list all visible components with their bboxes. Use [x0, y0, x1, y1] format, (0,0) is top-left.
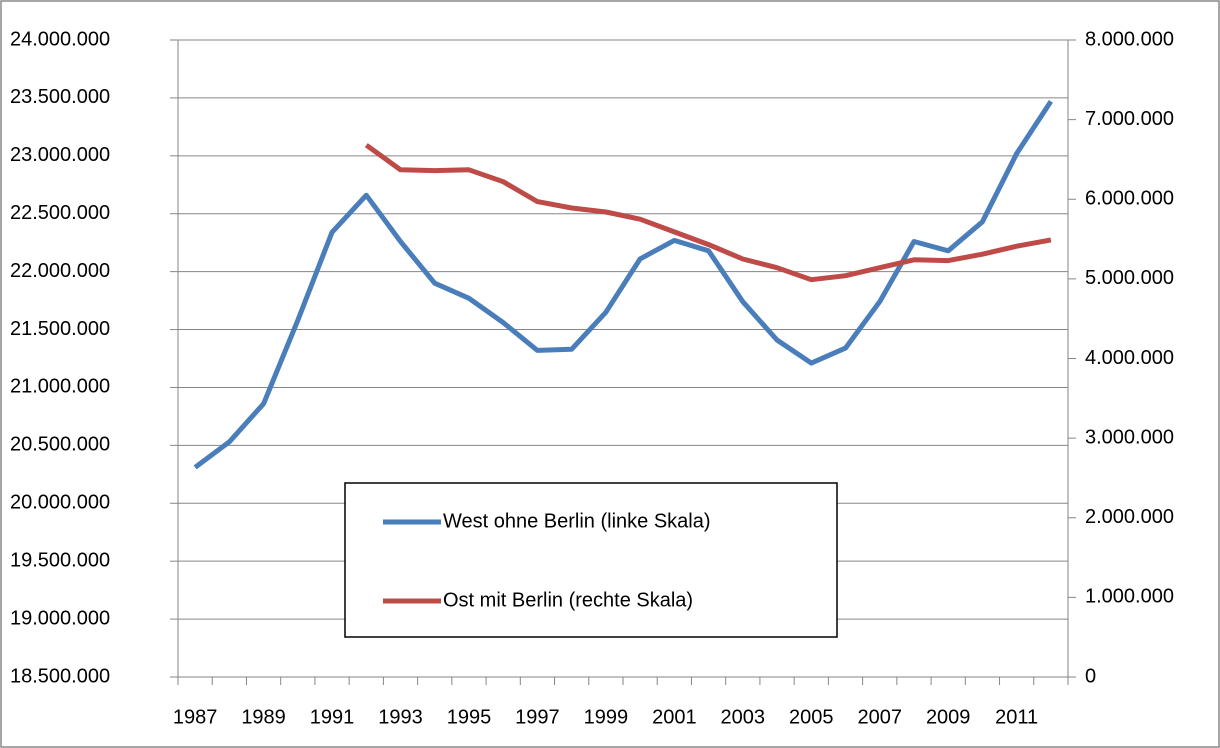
x-tick-label: 2007 [857, 706, 902, 728]
y2-tick-label: 8.000.000 [1085, 28, 1174, 50]
y-tick-label: 22.000.000 [10, 260, 110, 282]
y-tick-label: 19.500.000 [10, 549, 110, 571]
legend-label: Ost mit Berlin (rechte Skala) [443, 589, 693, 611]
x-tick-label: 1989 [241, 706, 286, 728]
y-tick-label: 23.500.000 [10, 86, 110, 108]
y-tick-label: 18.500.000 [10, 665, 110, 687]
x-tick-label: 1995 [447, 706, 492, 728]
y2-tick-label: 7.000.000 [1085, 108, 1174, 130]
x-tick-label: 1991 [310, 706, 355, 728]
y2-tick-label: 3.000.000 [1085, 426, 1174, 448]
x-tick-label: 1999 [584, 706, 629, 728]
x-tick-label: 2011 [995, 706, 1038, 728]
y2-tick-label: 1.000.000 [1085, 586, 1174, 608]
y-tick-label: 21.000.000 [10, 376, 110, 398]
legend-box [344, 482, 838, 638]
x-tick-label: 2009 [926, 706, 971, 728]
legend-label: West ohne Berlin (linke Skala) [443, 510, 711, 532]
x-tick-label: 2001 [652, 706, 697, 728]
y2-tick-label: 6.000.000 [1085, 188, 1174, 210]
x-tick-label: 2005 [789, 706, 834, 728]
y2-tick-label: 5.000.000 [1085, 267, 1174, 289]
y2-tick-label: 0 [1085, 665, 1096, 687]
y-tick-label: 23.000.000 [10, 144, 110, 166]
y-tick-label: 24.000.000 [10, 28, 110, 50]
x-tick-label: 1987 [173, 706, 218, 728]
x-tick-label: 1997 [515, 706, 560, 728]
x-tick-label: 2003 [721, 706, 766, 728]
y-tick-label: 19.000.000 [10, 607, 110, 629]
y2-tick-label: 2.000.000 [1085, 506, 1174, 528]
y-tick-label: 20.000.000 [10, 492, 110, 514]
data-line [193, 100, 1053, 470]
y-tick-label: 22.500.000 [10, 202, 110, 224]
y2-tick-label: 4.000.000 [1085, 347, 1174, 369]
x-tick-label: 1993 [378, 706, 423, 728]
y-tick-label: 21.500.000 [10, 318, 110, 340]
y-tick-label: 20.500.000 [10, 434, 110, 456]
data-line [364, 143, 1052, 283]
